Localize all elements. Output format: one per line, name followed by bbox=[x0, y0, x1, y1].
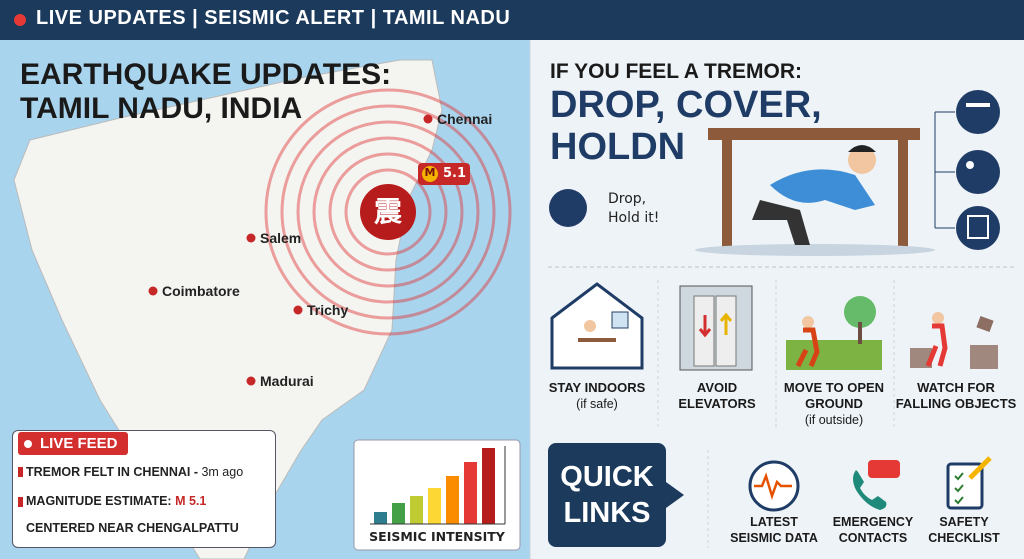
feed-text: MAGNITUDE ESTIMATE: bbox=[26, 494, 172, 508]
intensity-bars bbox=[370, 446, 506, 525]
badge-icon-text: M bbox=[424, 166, 436, 179]
feed-item: TREMOR FELT IN CHENNAI - 3m ago bbox=[26, 465, 243, 479]
feed-item: MAGNITUDE ESTIMATE: M 5.1 bbox=[26, 494, 206, 508]
epicenter bbox=[360, 184, 416, 240]
city-label: Chennai bbox=[437, 111, 493, 127]
action-label: WATCH FOR FALLING OBJECTS bbox=[895, 380, 1017, 411]
city-label: Coimbatore bbox=[162, 283, 240, 299]
intensity-label: SEISMIC INTENSITY bbox=[369, 529, 505, 544]
tip-line: Drop, bbox=[608, 191, 647, 207]
quick-link[interactable]: EMERGENCY CONTACTS bbox=[832, 515, 914, 545]
tremor-title: DROP, COVER, HOLDN bbox=[550, 84, 822, 168]
feed-detail: 3m ago bbox=[201, 465, 244, 479]
action-label: MOVE TO OPEN GROUND bbox=[783, 380, 885, 411]
map-title-line: TAMIL NADU, INDIA bbox=[20, 92, 303, 125]
map-title: EARTHQUAKE UPDATES: TAMIL NADU, INDIA bbox=[20, 58, 391, 126]
tremor-heading: IF YOU FEEL A TREMOR: bbox=[550, 60, 803, 83]
city-dots bbox=[148, 114, 433, 386]
quick-link[interactable]: SAFETY CHECKLIST bbox=[928, 515, 1000, 545]
seismic-rings bbox=[264, 88, 512, 336]
quick-link[interactable]: LATEST SEISMIC DATA bbox=[730, 515, 818, 545]
feed-detail: M 5.1 bbox=[175, 494, 207, 508]
tip-line: Hold it! bbox=[608, 210, 660, 226]
feed-label-dot bbox=[24, 440, 32, 448]
feed-bullets bbox=[18, 467, 23, 527]
link-icons bbox=[748, 456, 992, 512]
banner bbox=[0, 0, 1024, 40]
city-label: Madurai bbox=[260, 373, 314, 389]
live-dot bbox=[14, 14, 26, 26]
action: MOVE TO OPEN GROUND (if outside) bbox=[775, 380, 893, 428]
epicenter-symbol: 震 bbox=[373, 195, 402, 228]
city-label: Trichy bbox=[307, 302, 349, 318]
action: STAY INDOORS (if safe) bbox=[538, 380, 656, 412]
feed-text: TREMOR FELT IN CHENNAI - bbox=[26, 465, 198, 479]
city-label: Salem bbox=[260, 230, 302, 246]
action-illustrations bbox=[550, 282, 998, 371]
live-feed-label: LIVE FEED bbox=[18, 432, 128, 455]
action: WATCH FOR FALLING OBJECTS bbox=[894, 380, 1018, 412]
land bbox=[13, 59, 443, 559]
badge-icon bbox=[422, 166, 438, 182]
map-title-line: EARTHQUAKE UPDATES: bbox=[20, 58, 392, 91]
quick-links-arrow bbox=[666, 482, 684, 508]
banner-text: LIVE UPDATES | SEISMIC ALERT | TAMIL NAD… bbox=[36, 7, 511, 29]
action-label: STAY INDOORS bbox=[548, 380, 646, 395]
table-illustration bbox=[695, 128, 935, 256]
quick-links-title: QUICK LINKS bbox=[548, 443, 666, 547]
tip-icon bbox=[549, 189, 587, 227]
action-note: (if outside) bbox=[804, 413, 864, 427]
feed-item: CENTERED NEAR CHENGALPATTU bbox=[26, 521, 239, 535]
tremor-title-line: HOLDN bbox=[550, 126, 686, 168]
action-label: AVOID ELEVATORS bbox=[678, 380, 756, 411]
column-dividers bbox=[657, 280, 895, 548]
method-icons bbox=[934, 90, 1000, 250]
action-note: (if safe) bbox=[576, 397, 618, 411]
action: AVOID ELEVATORS bbox=[667, 380, 767, 412]
tip: Drop, Hold it! bbox=[608, 190, 659, 228]
tremor-title-line: DROP, COVER, bbox=[550, 84, 822, 126]
badge-value: 5.1 bbox=[443, 166, 467, 181]
